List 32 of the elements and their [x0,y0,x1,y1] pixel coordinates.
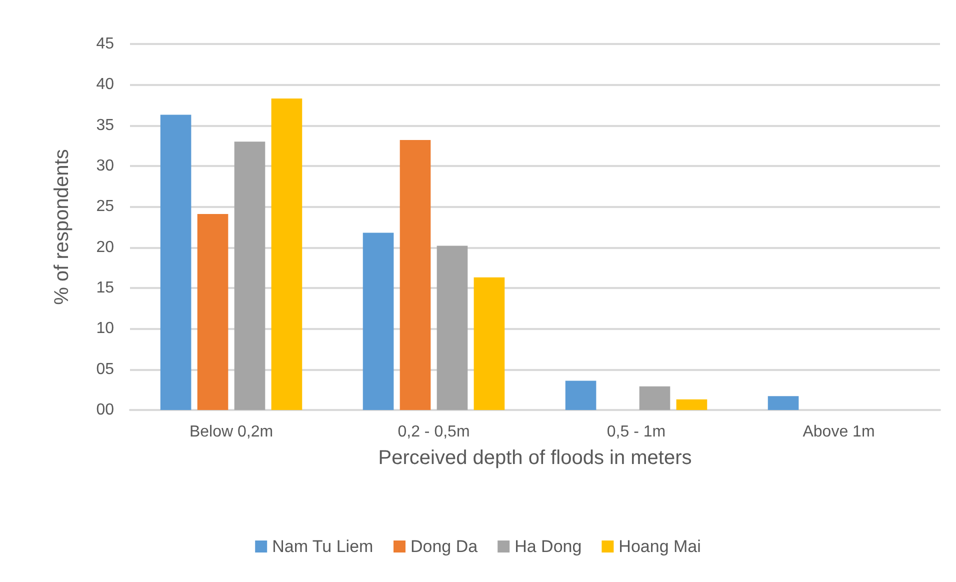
legend-label: Nam Tu Liem [272,537,374,556]
y-tick-label: 00 [96,402,114,418]
y-tick-label: 35 [96,116,114,134]
y-tick-label: 30 [96,158,114,174]
bar [362,232,394,410]
y-tick-label: 45 [96,36,114,52]
x-tick-label: Below 0,2m [189,424,274,440]
bar [639,386,670,410]
y-tick-label: 10 [96,320,114,338]
x-tick-label: 0,2 - 0,5m [398,424,470,440]
x-axis-title: Perceived depth of floods in meters [378,447,692,469]
x-tick-label: 0,5 - 1m [606,424,666,440]
bar [565,380,596,410]
y-tick-label: 15 [96,280,114,296]
legend-label: Dong Da [410,537,478,556]
bar [234,142,266,410]
x-tick-label: Above 1m [802,424,875,440]
bar [768,396,799,410]
y-tick-label: 20 [96,238,114,256]
bar [474,277,505,410]
y-tick-label: 05 [96,360,114,378]
y-tick-label: 25 [96,198,114,216]
y-tick-label: 40 [96,76,114,94]
y-axis-title: % of respondents [51,149,73,305]
bar [676,399,708,410]
bar [436,246,468,410]
legend-label: Ha Dong [514,537,582,556]
bar [197,214,228,410]
legend-label: Hoang Mai [618,537,701,556]
bar [400,140,431,410]
bar [271,98,302,410]
bar [160,114,192,410]
